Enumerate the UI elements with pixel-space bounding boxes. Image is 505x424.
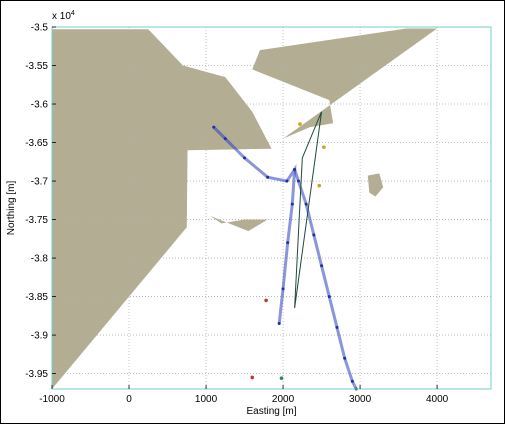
track-point: [281, 287, 285, 291]
track-point: [212, 125, 216, 129]
y-axis-exponent: x 104: [52, 10, 75, 22]
y-tick-label: -3.95: [25, 369, 48, 380]
y-tick-label: -3.8: [31, 254, 49, 265]
x-tick-label: 4000: [426, 394, 449, 405]
axes-box: [51, 26, 492, 390]
track-series-1: [293, 169, 358, 390]
track-point: [293, 167, 297, 171]
track-point: [285, 179, 289, 183]
y-tick-label: -3.55: [25, 61, 48, 72]
track-point: [304, 202, 308, 206]
position-marker: [317, 183, 322, 188]
land-south-breakwater: [209, 215, 268, 232]
position-marker: [322, 145, 326, 149]
track-point: [312, 233, 316, 237]
track-point: [296, 179, 300, 183]
track-point: [343, 356, 347, 360]
track-point: [286, 241, 290, 245]
land-layer: [52, 28, 438, 389]
y-tick-label: -3.75: [25, 215, 48, 226]
track-point: [335, 325, 339, 329]
land-west-coast: [52, 29, 272, 389]
position-marker: [264, 298, 268, 303]
y-tick-label: -3.9: [31, 331, 49, 342]
y-exponent-base: x 10: [52, 11, 71, 22]
tick-layer: -1000 0 1000 2000 3000 4000 -3.5 -3.55 -3.6 -3.65…: [25, 23, 448, 406]
data-layer: [212, 111, 358, 391]
y-tick-label: -3.5: [31, 23, 49, 34]
track-point: [277, 322, 281, 326]
track-point: [350, 379, 354, 383]
x-tick-label: -1000: [39, 394, 65, 405]
route-line: [294, 111, 323, 309]
track-point: [223, 137, 227, 141]
x-tick-label: 0: [126, 394, 132, 405]
y-tick-label: -3.7: [31, 177, 49, 188]
y-axis-label: Northing [m]: [6, 181, 17, 236]
position-marker: [279, 376, 284, 381]
y-tick-label: -3.65: [25, 138, 48, 149]
y-tick-label: -3.85: [25, 292, 48, 303]
track-point: [290, 202, 294, 206]
track-point: [243, 156, 247, 160]
track-point: [327, 295, 331, 299]
y-exponent-power: 4: [71, 10, 75, 17]
track-point: [320, 264, 324, 268]
land-island: [367, 173, 384, 197]
track-point: [266, 175, 270, 179]
x-tick-label: 3000: [349, 394, 372, 405]
x-tick-label: 2000: [272, 394, 295, 405]
x-tick-label: 1000: [195, 394, 218, 405]
land-east-coast: [252, 28, 438, 139]
position-marker: [250, 375, 255, 380]
track-series-0: [212, 126, 297, 324]
position-marker: [298, 122, 302, 126]
y-tick-label: -3.6: [31, 100, 49, 111]
x-axis-label: Easting [m]: [246, 406, 296, 417]
